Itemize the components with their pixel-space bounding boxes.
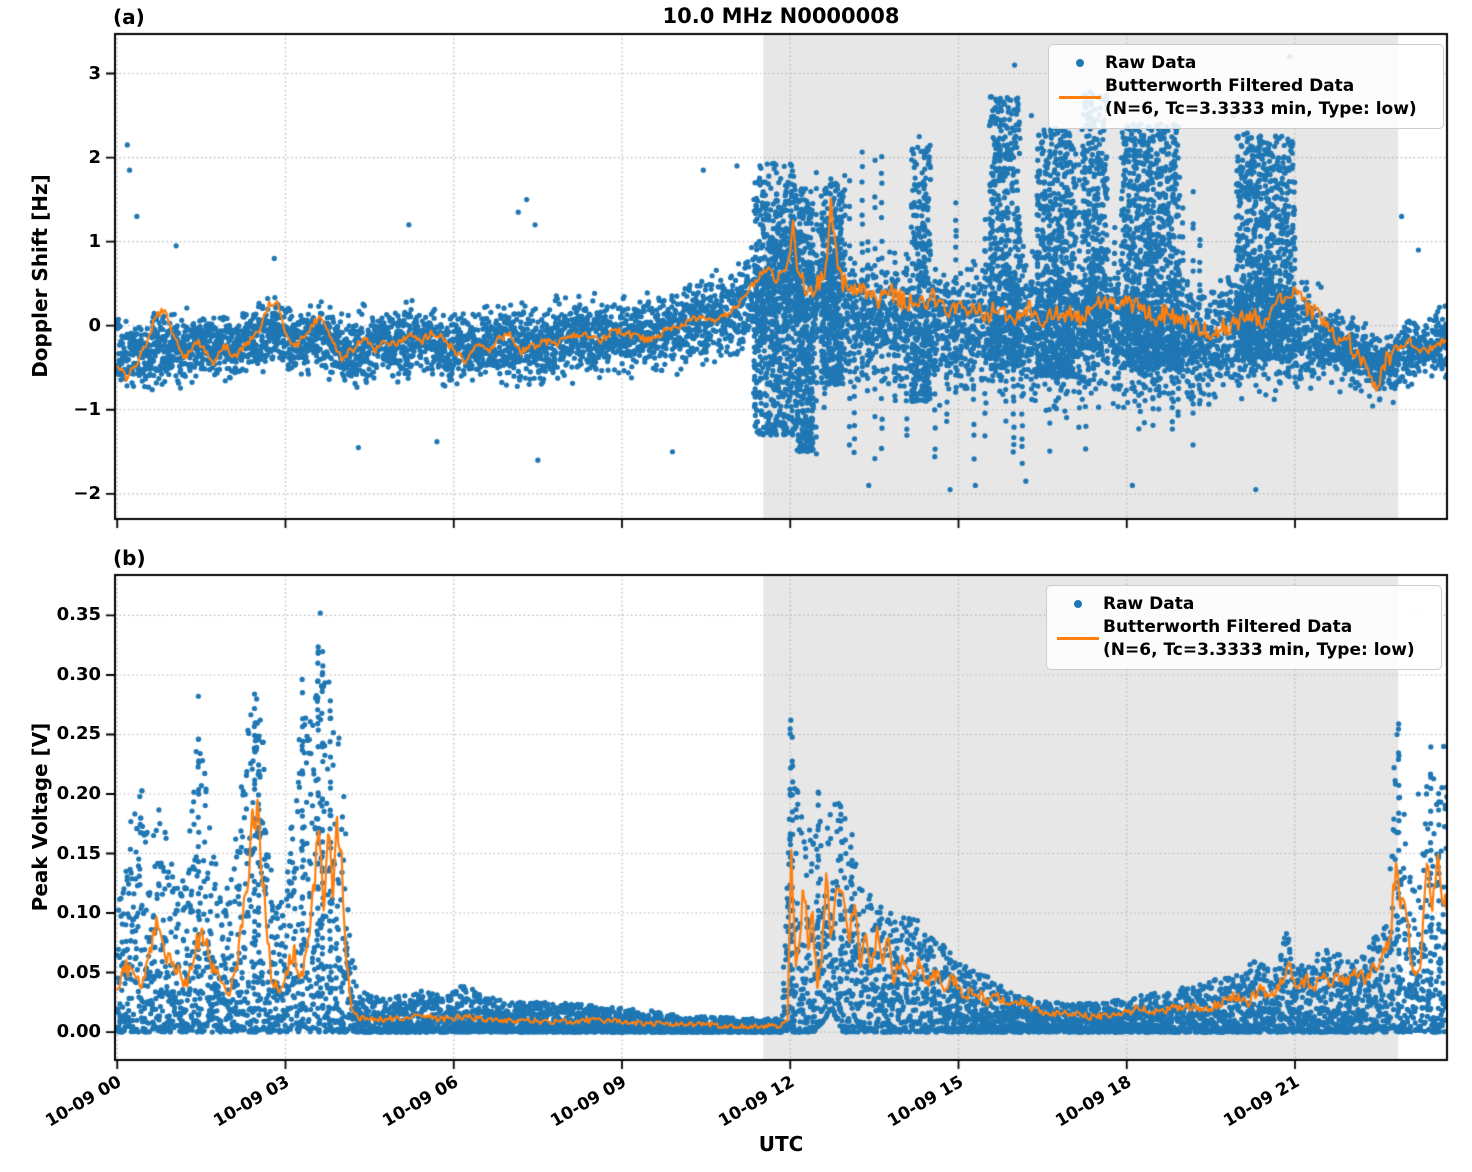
raw-data-dot-marker — [1053, 600, 1103, 609]
legend-filtered-title: Butterworth Filtered Data — [1105, 76, 1355, 97]
panel-b-label: (b) — [113, 546, 146, 570]
panel-a-label: (a) — [113, 5, 145, 29]
figure-title: 10.0 MHz N0000008 — [662, 4, 900, 28]
y-axis-label-doppler: Doppler Shift [Hz] — [28, 174, 52, 378]
legend-entry-raw: Raw Data — [1053, 593, 1433, 615]
y-axis-label-voltage: Peak Voltage [V] — [28, 722, 52, 912]
legend-filtered-label: Butterworth Filtered Data (N=6, Tc=3.333… — [1105, 75, 1417, 120]
filtered-line-marker — [1053, 637, 1103, 641]
legend-filtered-title: Butterworth Filtered Data — [1103, 617, 1353, 638]
legend-filtered-params: (N=6, Tc=3.3333 min, Type: low) — [1103, 639, 1415, 660]
legend-entry-filtered: Butterworth Filtered Data (N=6, Tc=3.333… — [1055, 75, 1435, 120]
legend-panel-b: Raw Data Butterworth Filtered Data (N=6,… — [1046, 585, 1442, 671]
legend-raw-label: Raw Data — [1103, 594, 1195, 614]
raw-data-dot-marker — [1055, 59, 1105, 68]
legend-filtered-params: (N=6, Tc=3.3333 min, Type: low) — [1105, 98, 1417, 119]
legend-raw-label: Raw Data — [1105, 53, 1197, 73]
legend-panel-a: Raw Data Butterworth Filtered Data (N=6,… — [1048, 44, 1444, 130]
legend-entry-filtered: Butterworth Filtered Data (N=6, Tc=3.333… — [1053, 616, 1433, 661]
filtered-line-marker — [1055, 96, 1105, 100]
x-axis-label-utc: UTC — [758, 1132, 804, 1156]
legend-entry-raw: Raw Data — [1055, 52, 1435, 74]
legend-filtered-label: Butterworth Filtered Data (N=6, Tc=3.333… — [1103, 616, 1415, 661]
